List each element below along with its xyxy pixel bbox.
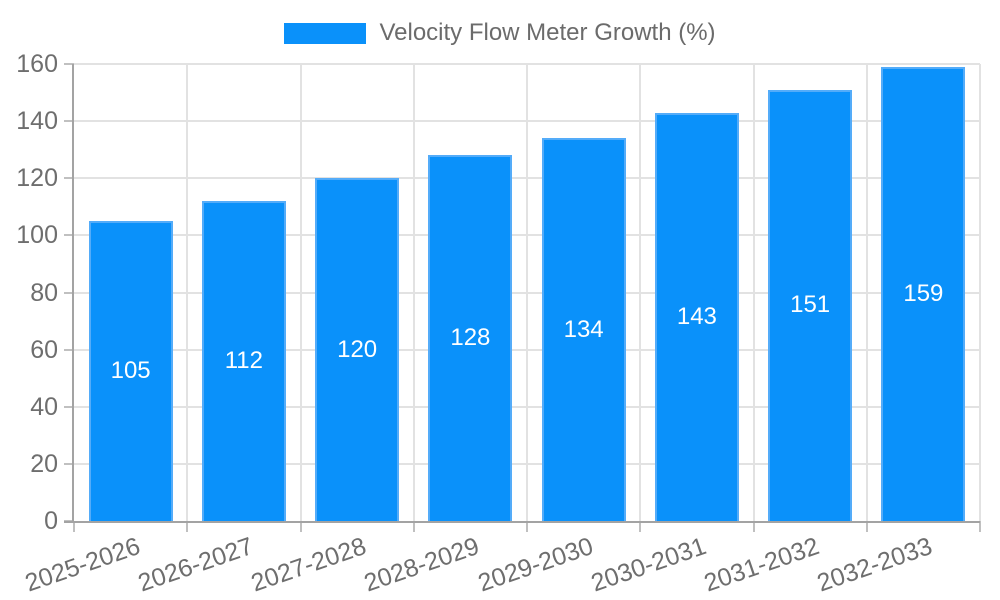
y-axis-tick-label: 0: [44, 507, 58, 535]
x-axis-line: [64, 521, 980, 523]
gridline-vertical: [526, 64, 528, 521]
y-axis-tick: [64, 291, 74, 294]
gridline-vertical: [412, 64, 415, 521]
legend-label: Velocity Flow Meter Growth (%): [379, 19, 716, 46]
bar-value-label: 151: [790, 291, 831, 319]
x-axis-tick: [526, 521, 528, 532]
x-axis-tick: [73, 521, 75, 532]
bar-2031-2032: [768, 89, 853, 521]
y-axis-line: [72, 64, 74, 523]
legend-swatch: [284, 22, 367, 44]
x-axis-tick: [186, 521, 189, 532]
gridline-vertical: [752, 64, 755, 521]
bar-value-label: 128: [450, 324, 491, 352]
y-axis-tick: [64, 234, 74, 237]
bar-value-label: 159: [903, 279, 944, 307]
x-axis-tick: [412, 521, 415, 532]
x-axis-tick-label: 2029-2030: [474, 532, 597, 598]
gridline-vertical: [299, 64, 302, 521]
x-axis-tick-label: 2028-2029: [361, 532, 484, 598]
bar-value-label: 105: [110, 357, 151, 385]
gridline-vertical: [865, 64, 868, 521]
bar-2029-2030: [541, 138, 626, 521]
y-axis-tick-label: 80: [30, 278, 58, 307]
y-axis-tick: [64, 462, 74, 465]
x-axis-tick-label: 2027-2028: [247, 532, 370, 598]
x-axis-tick-label: 2031-2032: [700, 532, 823, 598]
x-axis-tick-label: 2026-2027: [134, 532, 257, 598]
y-axis-tick-label: 100: [16, 221, 58, 250]
bar-2026-2027: [201, 201, 286, 521]
y-axis-tick: [64, 63, 74, 65]
x-axis-tick-label: 2025-2026: [21, 532, 144, 598]
y-axis-tick: [64, 405, 74, 408]
x-axis-tick: [979, 521, 981, 532]
x-axis-tick: [639, 521, 642, 532]
y-axis-tick-label: 120: [16, 164, 58, 193]
gridline-vertical: [979, 64, 981, 521]
y-axis-tick: [64, 348, 74, 351]
gridline-vertical: [639, 64, 642, 521]
x-axis-tick-label: 2030-2031: [587, 532, 710, 598]
bar-2028-2029: [428, 155, 513, 521]
bar-2030-2031: [654, 112, 739, 521]
bar-value-label: 134: [563, 315, 604, 343]
bar-value-label: 112: [224, 347, 263, 375]
y-axis-tick-label: 140: [16, 107, 58, 136]
bar-2032-2033: [881, 66, 966, 521]
legend-item[interactable]: Velocity Flow Meter Growth (%): [284, 19, 716, 46]
y-axis-tick: [64, 177, 74, 180]
x-axis-tick-label: 2032-2033: [814, 532, 937, 598]
bar-value-label: 143: [676, 302, 717, 330]
x-axis-tick: [865, 521, 868, 532]
gridline-vertical: [186, 64, 189, 521]
y-axis-tick-label: 40: [30, 392, 58, 421]
bar-2027-2028: [315, 178, 400, 521]
y-axis-tick-label: 60: [30, 335, 58, 364]
y-axis-tick: [64, 120, 74, 123]
bar-2025-2026: [88, 221, 173, 521]
bar-value-label: 120: [337, 335, 378, 363]
legend: Velocity Flow Meter Growth (%): [0, 20, 1000, 46]
y-axis-tick-label: 20: [30, 449, 58, 478]
y-axis-tick-label: 160: [16, 50, 58, 78]
x-axis-tick: [752, 521, 755, 532]
x-axis-tick: [299, 521, 302, 532]
